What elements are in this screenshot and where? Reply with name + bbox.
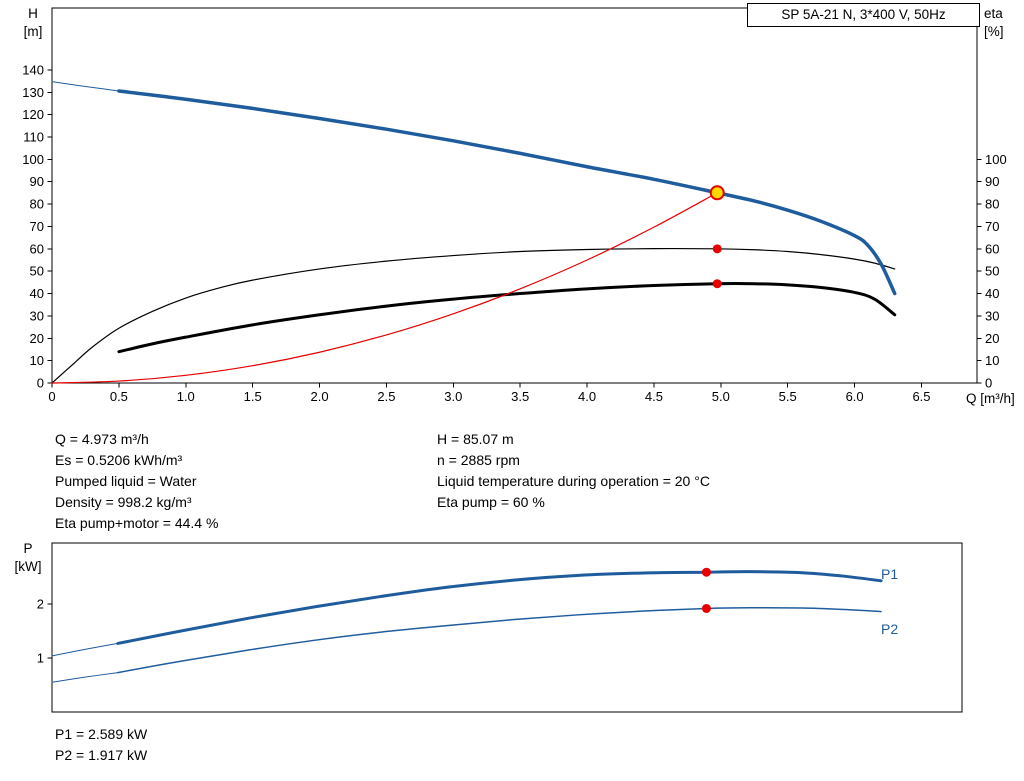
h-axis-tick-label: 50	[30, 264, 44, 279]
p-axis-tick-label: 2	[37, 597, 44, 612]
p-axis-title-symbol: P	[23, 541, 33, 556]
h-axis-tick-label: 60	[30, 241, 44, 256]
info-eta-pump: Eta pump = 60 %	[437, 494, 545, 510]
h-axis-tick-label: 90	[30, 174, 44, 189]
eta-axis-tick-label: 30	[985, 308, 999, 323]
eta-axis-title-unit: [%]	[984, 24, 1004, 39]
h-axis-tick-label: 0	[37, 376, 44, 391]
q-axis-tick-label: 1.5	[244, 389, 262, 404]
info-flow: Q = 4.973 m³/h	[55, 431, 149, 447]
info-eta-pump-motor: Eta pump+motor = 44.4 %	[55, 515, 219, 531]
q-axis-tick-label: 1.0	[177, 389, 195, 404]
eta-axis-tick-label: 20	[985, 331, 999, 346]
p2-point	[701, 603, 711, 613]
eta-axis-tick-label: 100	[985, 152, 1007, 167]
eta-axis-tick-label: 40	[985, 286, 999, 301]
h-axis-tick-label: 120	[22, 107, 44, 122]
q-axis-tick-label: 0.5	[110, 389, 128, 404]
q-axis-tick-label: 3.0	[444, 389, 462, 404]
result-p1: P1 = 2.589 kW	[55, 726, 148, 742]
h-axis-tick-label: 110	[23, 130, 44, 145]
info-specific-energy: Es = 0.5206 kWh/m³	[55, 452, 183, 468]
info-block-right: H = 85.07 m n = 2885 rpm Liquid temperat…	[437, 429, 710, 513]
top-chart-frame	[51, 7, 978, 384]
q-axis-tick-label: 0	[48, 389, 55, 404]
head-curve	[117, 89, 897, 296]
head-curve-extrapolated	[51, 81, 120, 92]
eta-axis-tick-label: 60	[985, 241, 999, 256]
h-axis-tick-label: 10	[30, 353, 44, 368]
eta-pump-curve	[51, 247, 896, 384]
q-axis-tick-label: 3.5	[511, 389, 529, 404]
h-axis-tick-label: 40	[30, 286, 44, 301]
eta-axis-title-symbol: eta	[984, 6, 1003, 21]
q-axis-tick-label: 5.0	[712, 389, 730, 404]
h-axis-tick-label: 80	[30, 197, 44, 212]
q-axis-tick-label: 6.5	[912, 389, 930, 404]
operating-point	[709, 185, 725, 201]
eta-axis-tick-label: 10	[985, 353, 999, 368]
result-p2: P2 = 1.917 kW	[55, 747, 148, 763]
q-axis-tick-label: 4.5	[645, 389, 663, 404]
h-axis-tick-label: 130	[22, 85, 44, 100]
h-axis-title-unit: [m]	[23, 24, 43, 39]
eta-axis-tick-label: 70	[985, 219, 999, 234]
p-axis-title: P [kW]	[8, 540, 48, 576]
p2-curve-label: P2	[881, 621, 899, 637]
eta-pump-motor-curve	[117, 282, 897, 354]
eta-pump-point	[712, 244, 722, 254]
p2-curve	[117, 607, 882, 674]
p1-point	[701, 567, 711, 577]
system-curve	[51, 192, 718, 384]
eta-pump-motor-point	[712, 279, 722, 289]
p-axis-tick-label: 1	[37, 651, 44, 666]
q-axis-tick-label: 4.0	[578, 389, 596, 404]
p2-curve-extrapolated	[51, 672, 119, 683]
q-axis-tick-label: 2.5	[377, 389, 395, 404]
eta-axis-tick-label: 80	[985, 197, 999, 212]
eta-axis-tick-label: 90	[985, 174, 999, 189]
h-axis-tick-label: 70	[30, 219, 44, 234]
info-density: Density = 998.2 kg/m³	[55, 494, 192, 510]
info-liquid-temperature: Liquid temperature during operation = 20…	[437, 473, 710, 489]
h-axis-tick-label: 30	[30, 308, 44, 323]
h-axis-tick-label: 140	[22, 62, 44, 77]
eta-axis-title: eta [%]	[984, 5, 1024, 41]
bottom-chart-frame	[51, 542, 963, 713]
h-axis-tick-label: 20	[30, 331, 44, 346]
pump-model-title: SP 5A-21 N, 3*400 V, 50Hz	[747, 3, 980, 27]
h-axis-tick-label: 100	[22, 152, 44, 167]
results-block: P1 = 2.589 kW P2 = 1.917 kW	[55, 724, 147, 766]
p-axis-title-unit: [kW]	[14, 559, 42, 574]
eta-axis-tick-label: 50	[985, 264, 999, 279]
info-pumped-liquid: Pumped liquid = Water	[55, 473, 197, 489]
h-axis-title-symbol: H	[28, 6, 38, 21]
q-axis-tick-label: 2.0	[310, 389, 328, 404]
q-axis-tick-label: 5.5	[779, 389, 797, 404]
eta-axis-tick-label: 0	[985, 376, 992, 391]
info-block-left: Q = 4.973 m³/h Es = 0.5206 kWh/m³ Pumped…	[55, 429, 218, 534]
p1-curve	[116, 570, 883, 645]
p1-curve-label: P1	[881, 566, 899, 582]
q-axis-tick-label: 6.0	[846, 389, 864, 404]
info-speed: n = 2885 rpm	[437, 452, 520, 468]
h-axis-title: H [m]	[16, 5, 50, 41]
info-head: H = 85.07 m	[437, 431, 514, 447]
p1-curve-extrapolated	[51, 642, 119, 657]
q-axis-title: Q [m³/h]	[966, 391, 1015, 406]
